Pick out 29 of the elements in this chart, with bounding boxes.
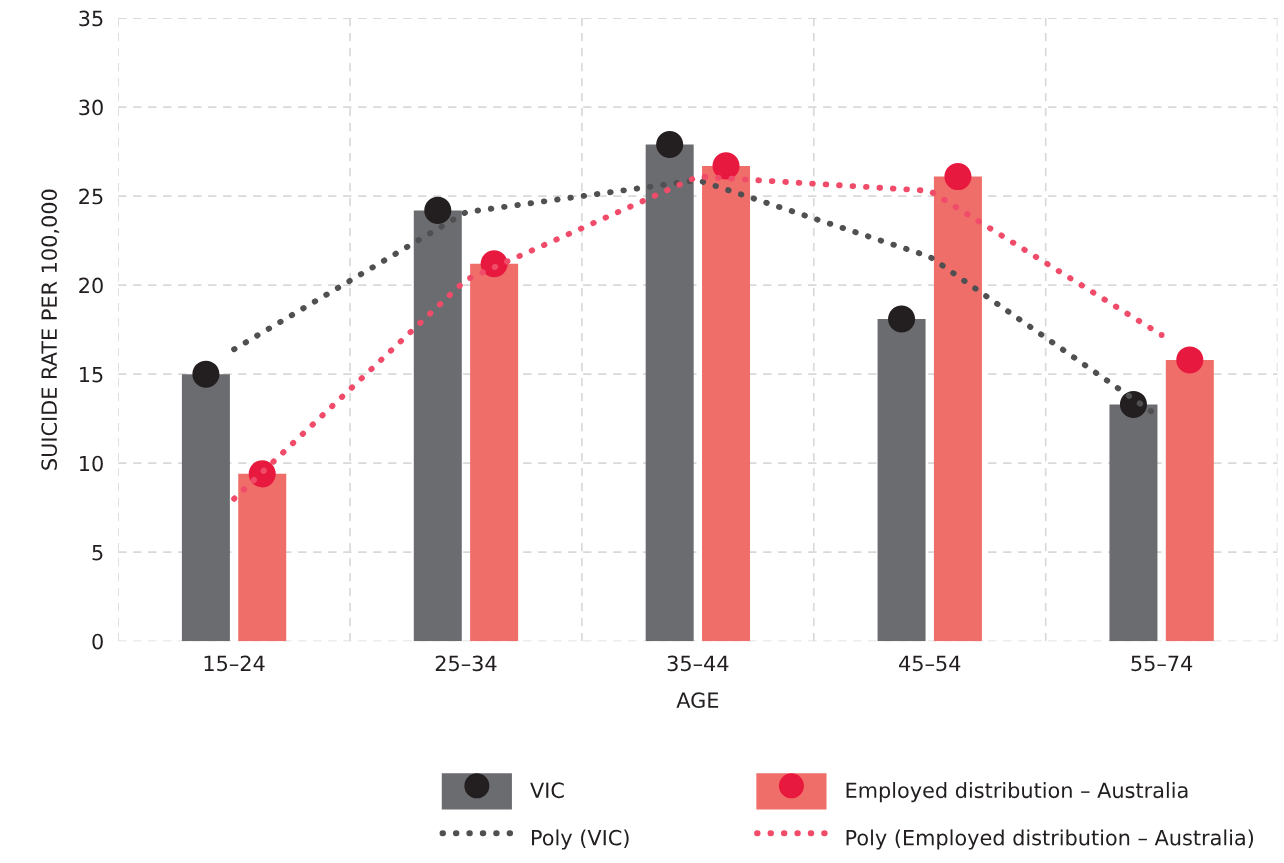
- y-tick-label: 10: [80, 455, 103, 472]
- x-tick-label: 25–34: [435, 655, 497, 672]
- y-tick-label: 35: [79, 10, 103, 27]
- y-tick-label: 15: [80, 366, 103, 383]
- bar: [1109, 404, 1158, 642]
- legend-label: Poly (VIC): [532, 829, 629, 850]
- x-tick-label: 55–74: [1131, 655, 1193, 672]
- bar: [181, 374, 230, 642]
- y-tick-label: 20: [79, 277, 103, 294]
- bar: [1165, 359, 1214, 642]
- bar: [933, 176, 982, 642]
- y-tick-label: 5: [92, 544, 103, 561]
- legend-label: Poly (Employed distribution – Australia): [846, 829, 1254, 850]
- bar: [645, 144, 694, 642]
- x-tick-label: 35–44: [667, 655, 729, 672]
- legend-label: Employed distribution – Australia: [846, 782, 1188, 803]
- x-tick-label: 15–24: [204, 655, 265, 672]
- x-tick-label: 45–54: [899, 655, 961, 672]
- y-tick-label: 30: [79, 99, 103, 116]
- x-axis-title: AGE: [676, 692, 719, 709]
- y-tick-label: 25: [79, 188, 103, 205]
- bar: [877, 318, 926, 642]
- bar: [413, 210, 462, 642]
- y-axis-title: SUICIDE RATE PER 100,000: [41, 189, 60, 470]
- bar: [238, 473, 287, 642]
- legend-label: VIC: [530, 782, 564, 799]
- bar: [470, 263, 519, 642]
- bar: [702, 165, 751, 642]
- y-tick-label: 0: [92, 633, 103, 650]
